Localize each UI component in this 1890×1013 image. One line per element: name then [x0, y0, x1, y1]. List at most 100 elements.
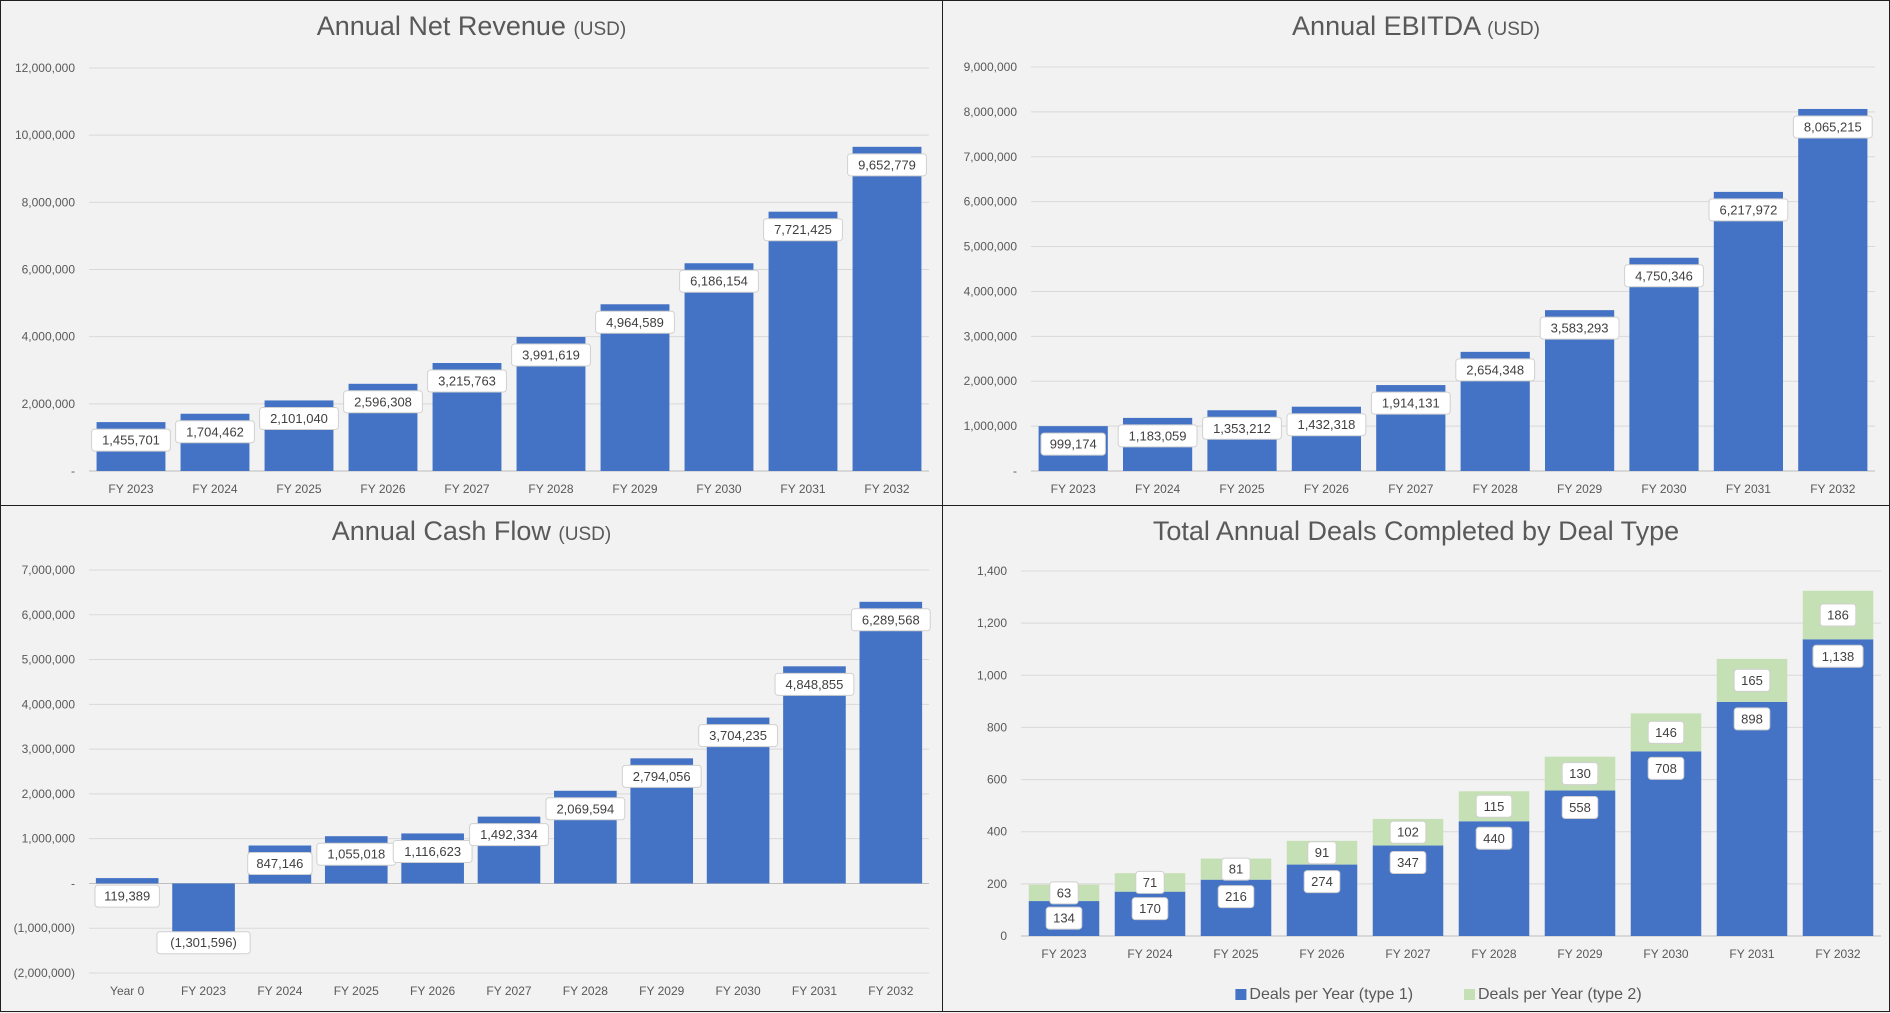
deals-title-text: Total Annual Deals Completed by Deal Typ…	[1152, 516, 1680, 546]
x-tick-label: FY 2031	[780, 482, 825, 496]
data-label-type-2-box	[1647, 720, 1685, 744]
data-label-type-1: 898	[1741, 711, 1763, 726]
data-label-box	[247, 852, 313, 876]
data-label: 1,353,212	[1213, 421, 1271, 436]
data-label-box	[1370, 391, 1451, 415]
data-label-type-1: 216	[1225, 889, 1247, 904]
data-label-box	[545, 797, 626, 821]
data-label: 119,389	[104, 889, 150, 904]
data-label-box	[469, 823, 549, 847]
y-tick-label: 1,000	[977, 668, 1007, 682]
data-label-box	[763, 218, 843, 242]
x-tick-label: FY 2023	[1051, 482, 1096, 496]
bar	[768, 211, 838, 471]
cashflow-chart-panel: Annual Cash Flow (USD) (2,000,000) (1,000…	[0, 505, 943, 1012]
data-label-box	[343, 390, 423, 414]
data-label-box	[1539, 316, 1620, 340]
x-tick-label: FY 2031	[792, 984, 837, 998]
data-label: 847,146	[256, 856, 303, 871]
x-tick-label: FY 2028	[528, 482, 573, 496]
x-tick-label: FY 2023	[108, 482, 153, 496]
data-label-box	[91, 428, 171, 452]
data-label-type-1: 708	[1655, 761, 1677, 776]
data-label-type-2-box	[1561, 762, 1599, 786]
x-tick-label: FY 2027	[444, 482, 489, 496]
x-tick-label: FY 2032	[864, 482, 909, 496]
data-label-box	[1624, 264, 1704, 288]
data-label: 3,991,619	[522, 347, 580, 362]
data-label-box	[1455, 358, 1536, 382]
data-label-type-2-box	[1221, 857, 1251, 881]
y-tick-label: 12,000,000	[15, 61, 75, 75]
y-tick-label: 600	[987, 773, 1007, 787]
y-tick-label: -	[71, 876, 75, 890]
x-tick-label: FY 2025	[1213, 947, 1258, 961]
data-label-type-2: 81	[1229, 862, 1243, 877]
data-label-box	[94, 884, 160, 908]
y-tick-label: 7,000,000	[964, 150, 1018, 164]
bar	[684, 263, 754, 471]
x-tick-label: FY 2030	[1643, 947, 1688, 961]
data-label: 1,116,623	[404, 844, 461, 859]
y-tick-label: 4,000,000	[22, 697, 76, 711]
data-label-box	[511, 343, 591, 367]
x-tick-label: FY 2024	[1135, 482, 1180, 496]
cashflow-chart-title: Annual Cash Flow (USD)	[1, 516, 942, 547]
data-label-type-1: 134	[1053, 911, 1075, 926]
data-label: 2,069,594	[556, 801, 614, 816]
data-label-box	[1286, 413, 1367, 437]
data-label-type-2: 91	[1315, 845, 1329, 860]
y-tick-label: -	[1013, 464, 1017, 478]
deals-chart-panel: Total Annual Deals Completed by Deal Typ…	[942, 505, 1890, 1012]
data-label: 2,596,308	[354, 394, 412, 409]
data-label: 1,914,131	[1382, 396, 1440, 411]
y-tick-label: 6,000,000	[22, 263, 76, 277]
y-tick-label: 9,000,000	[964, 60, 1018, 74]
data-label-box	[847, 153, 927, 177]
data-label-type-1-box	[1647, 756, 1685, 780]
x-tick-label: FY 2031	[1726, 482, 1771, 496]
x-tick-label: FY 2032	[1810, 482, 1855, 496]
y-tick-label: 1,000,000	[22, 832, 76, 846]
ebitda-chart: - 1,000,000 2,000,000 3,000,000 4,000,000 5,0…	[964, 60, 1875, 496]
y-tick-label: 1,400	[977, 564, 1007, 578]
x-tick-label: FY 2023	[1041, 947, 1086, 961]
x-tick-label: FY 2030	[1641, 482, 1686, 496]
data-label-box	[679, 269, 759, 293]
data-label-type-1: 1,138	[1822, 649, 1855, 664]
x-tick-label: FY 2028	[1471, 947, 1516, 961]
data-label-box	[774, 672, 855, 696]
y-tick-label: 2,000,000	[964, 374, 1018, 388]
data-label-box	[427, 369, 507, 393]
bar	[1798, 108, 1868, 471]
data-label: 6,186,154	[690, 274, 748, 289]
x-tick-label: FY 2030	[696, 482, 741, 496]
ebitda-chart-panel: Annual EBITDA (USD) - 1,000,000 2,000,000 3…	[942, 0, 1890, 506]
data-label-type-1: 170	[1139, 901, 1161, 916]
y-tick-label: (2,000,000)	[14, 966, 75, 980]
data-label-type-1-box	[1733, 707, 1771, 731]
data-label: 6,217,972	[1719, 202, 1777, 217]
y-tick-label: (1,000,000)	[14, 921, 75, 935]
data-label-box	[259, 406, 339, 430]
legend-swatch-type-2	[1464, 989, 1475, 1000]
cashflow-title-text: Annual Cash Flow	[331, 516, 551, 546]
data-label-box	[621, 764, 702, 788]
data-label-type-2: 146	[1655, 725, 1677, 740]
x-tick-label: FY 2026	[360, 482, 405, 496]
data-label-type-1-box	[1812, 644, 1864, 668]
data-label: 9,652,779	[858, 157, 916, 172]
revenue-chart: - 2,000,000 4,000,000 6,000,000 8,000,000 10,…	[15, 61, 929, 496]
data-label-box	[392, 839, 473, 863]
y-tick-label: 2,000,000	[22, 787, 76, 801]
revenue-title-unit: (USD)	[573, 19, 627, 40]
data-label: (1,301,596)	[170, 935, 237, 950]
y-tick-label: 4,000,000	[22, 330, 76, 344]
data-label-type-2-box	[1135, 870, 1165, 894]
x-tick-label: FY 2025	[276, 482, 321, 496]
bar	[95, 878, 159, 884]
y-tick-label: 6,000,000	[22, 608, 76, 622]
data-label-type-2-box	[1819, 603, 1857, 627]
data-label-box	[1202, 416, 1282, 440]
